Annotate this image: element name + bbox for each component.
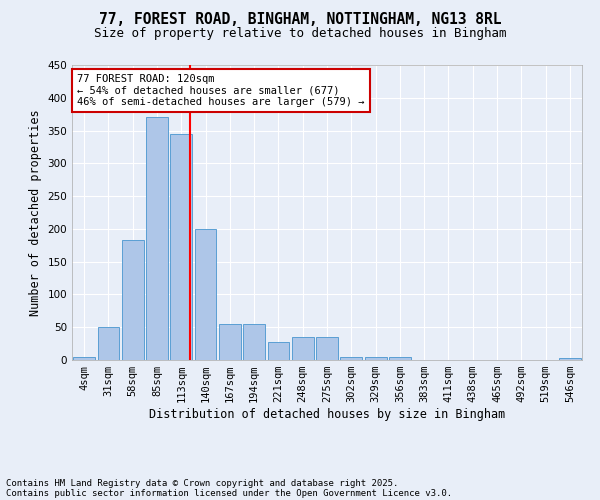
Bar (559, 358, 581, 360)
Bar (268, 342, 289, 360)
Bar (340, 356, 362, 360)
Bar (219, 324, 241, 360)
Bar (170, 134, 192, 360)
Bar (389, 356, 411, 360)
Text: 77, FOREST ROAD, BINGHAM, NOTTINGHAM, NG13 8RL: 77, FOREST ROAD, BINGHAM, NOTTINGHAM, NG… (99, 12, 501, 28)
Bar (243, 324, 265, 360)
Text: Size of property relative to detached houses in Bingham: Size of property relative to detached ho… (94, 28, 506, 40)
Bar (365, 356, 386, 360)
Text: Contains HM Land Registry data © Crown copyright and database right 2025.: Contains HM Land Registry data © Crown c… (6, 478, 398, 488)
Bar (316, 337, 338, 360)
Text: 77 FOREST ROAD: 120sqm
← 54% of detached houses are smaller (677)
46% of semi-de: 77 FOREST ROAD: 120sqm ← 54% of detached… (77, 74, 365, 107)
Bar (292, 337, 314, 360)
Bar (73, 358, 95, 360)
X-axis label: Distribution of detached houses by size in Bingham: Distribution of detached houses by size … (149, 408, 505, 421)
Bar (146, 118, 168, 360)
Y-axis label: Number of detached properties: Number of detached properties (29, 109, 42, 316)
Bar (97, 327, 119, 360)
Text: Contains public sector information licensed under the Open Government Licence v3: Contains public sector information licen… (6, 488, 452, 498)
Bar (122, 240, 143, 360)
Bar (194, 229, 217, 360)
